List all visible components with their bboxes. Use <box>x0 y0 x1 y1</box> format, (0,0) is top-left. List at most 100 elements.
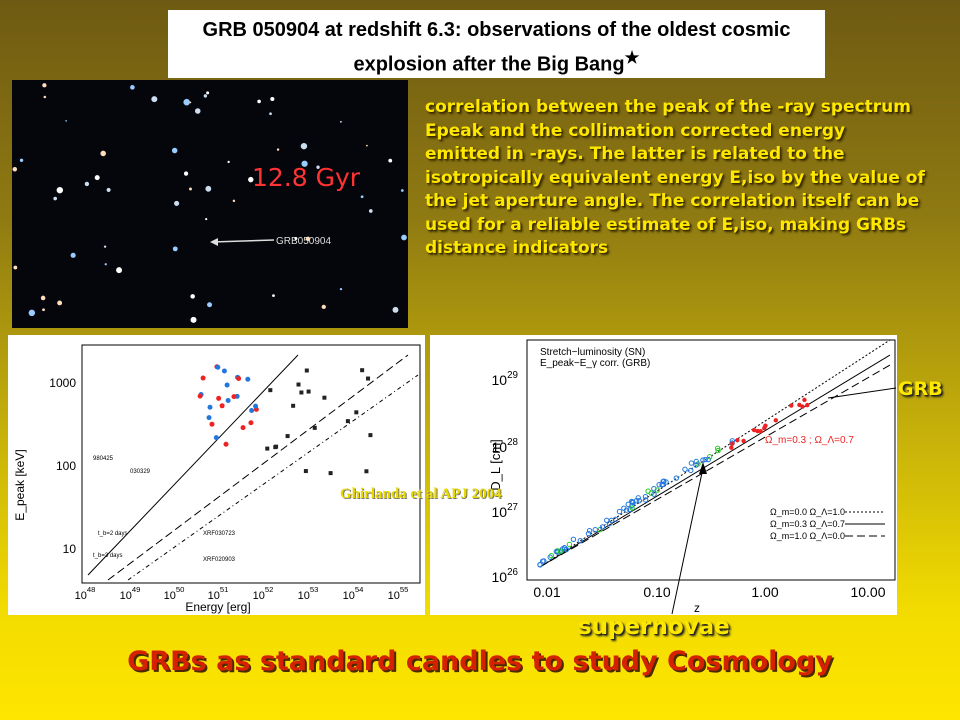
x-tick-label: 1052 <box>253 585 274 602</box>
point <box>200 375 206 381</box>
star <box>183 98 190 106</box>
x-axis-label: Energy [erg] <box>185 600 250 614</box>
pointer-arrow <box>211 239 275 243</box>
star <box>248 176 254 183</box>
y-tick-label: 1000 <box>49 376 76 390</box>
tick-base: 10 <box>164 590 176 602</box>
point <box>660 481 666 488</box>
plot-background <box>8 335 425 615</box>
annotation: t_b=2 days <box>98 531 128 537</box>
tick-base: 10 <box>492 569 508 585</box>
tick-base: 10 <box>492 372 508 388</box>
y-axis-label: D_L [cm] <box>488 439 503 491</box>
star <box>392 306 399 313</box>
point <box>688 460 695 466</box>
star <box>194 108 201 114</box>
star <box>189 187 192 191</box>
point <box>206 415 212 421</box>
point <box>274 444 279 449</box>
point <box>629 502 635 509</box>
x-tick-label: 1.00 <box>751 584 778 600</box>
star <box>321 304 326 310</box>
tick-exponent: 55 <box>400 585 409 594</box>
point <box>729 445 734 450</box>
x-tick-label: 10.00 <box>850 584 885 600</box>
point <box>537 561 543 568</box>
y-tick-label: 100 <box>56 459 76 473</box>
star <box>206 91 210 95</box>
point <box>225 398 231 404</box>
point <box>213 435 219 441</box>
point <box>207 404 213 410</box>
point <box>306 389 311 394</box>
point <box>224 382 230 388</box>
point <box>304 368 309 373</box>
star <box>12 166 18 172</box>
annotation: XRF020903 <box>203 557 236 563</box>
star <box>19 158 24 162</box>
annotation: 030329 <box>130 469 151 475</box>
point <box>642 497 649 503</box>
point <box>354 410 359 415</box>
x-tick-label: 1054 <box>343 585 365 602</box>
point <box>645 488 651 494</box>
star <box>53 196 58 201</box>
star <box>70 252 76 258</box>
star <box>301 160 308 167</box>
star <box>56 186 64 194</box>
point <box>265 446 270 451</box>
star <box>130 85 135 90</box>
point <box>585 530 592 537</box>
tick-base: 10 <box>343 590 355 602</box>
star <box>360 195 364 199</box>
legend-text: Stretch−luminosity (SN) <box>540 347 645 358</box>
annotation: t_b=3 days <box>93 553 123 559</box>
arrow-head <box>210 238 218 246</box>
tick-base: 10 <box>298 590 310 602</box>
point <box>706 454 713 460</box>
point <box>654 487 660 493</box>
point <box>629 505 635 511</box>
point <box>630 499 636 506</box>
tick-base: 10 <box>75 590 87 602</box>
tick-exponent: 28 <box>507 437 518 448</box>
x-tick-label: 1050 <box>164 585 185 602</box>
point <box>197 393 203 399</box>
star <box>40 295 46 301</box>
point <box>621 505 627 511</box>
point <box>328 471 333 476</box>
star <box>42 83 47 88</box>
point <box>249 407 255 413</box>
star <box>42 308 45 312</box>
grb-callout: GRB <box>898 378 943 400</box>
cosmology-label: Ω_m=0.3 Ω_Λ=0.7 <box>770 519 845 529</box>
title: GRB 050904 at redshift 6.3: observations… <box>202 19 791 76</box>
title-mark: ★ <box>624 48 640 67</box>
star <box>43 95 47 99</box>
y-tick-label: 10 <box>63 542 77 556</box>
tick-exponent: 53 <box>310 585 319 594</box>
point <box>548 552 555 559</box>
tick-base: 10 <box>253 590 265 602</box>
annotation: XRF030723 <box>203 531 236 537</box>
point <box>285 434 290 439</box>
star <box>340 120 342 123</box>
star <box>116 267 123 274</box>
point <box>364 469 369 474</box>
point <box>586 528 593 534</box>
axes-frame <box>81 344 421 584</box>
point <box>216 395 222 401</box>
cosmology-line <box>539 364 891 568</box>
fit-line <box>107 354 409 581</box>
point <box>608 517 615 524</box>
star <box>203 94 208 98</box>
star <box>227 160 230 164</box>
tick-base: 10 <box>208 590 220 602</box>
tick-base: 10 <box>388 590 400 602</box>
star <box>305 236 311 241</box>
point <box>751 427 757 433</box>
star <box>400 189 404 192</box>
star <box>190 316 197 323</box>
star <box>366 144 368 147</box>
